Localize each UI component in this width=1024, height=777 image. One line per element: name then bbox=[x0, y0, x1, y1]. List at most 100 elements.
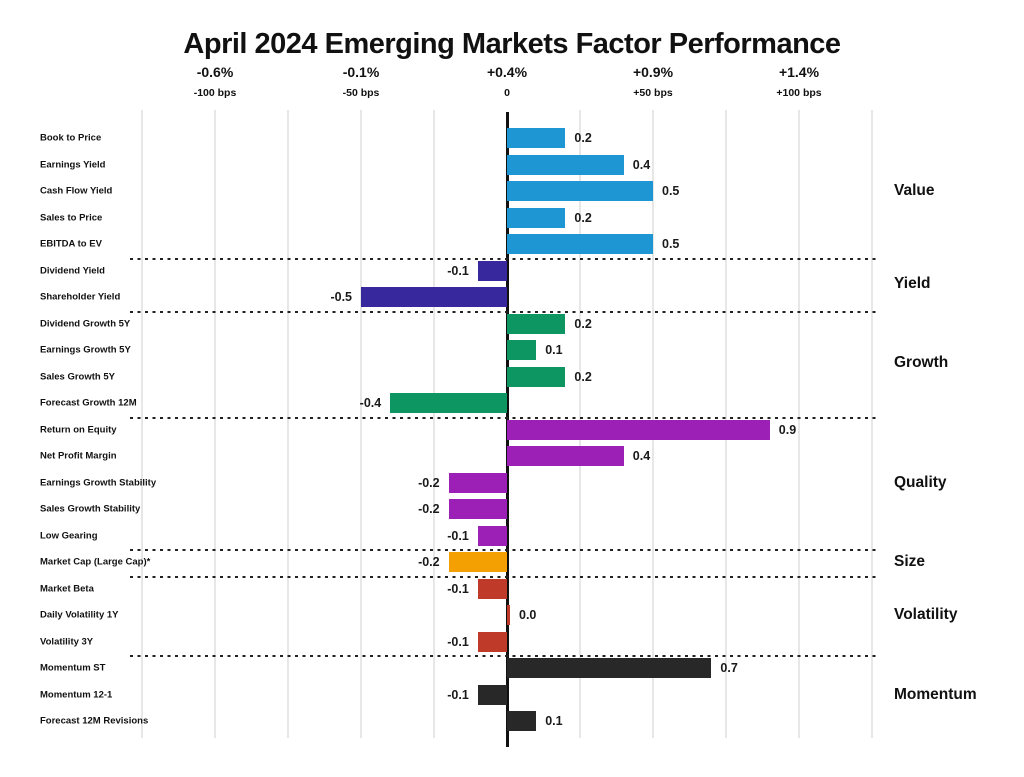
gridline bbox=[871, 110, 873, 738]
axis-tick-bps: -50 bps bbox=[342, 87, 380, 99]
factor-bar bbox=[507, 711, 537, 731]
group-label: Momentum bbox=[894, 685, 977, 703]
factor-value: 0.2 bbox=[574, 316, 592, 331]
axis-tick-bps: -100 bps bbox=[193, 87, 237, 99]
factor-value: 0.5 bbox=[662, 184, 680, 198]
factor-value: 0.5 bbox=[662, 237, 680, 251]
axis-tick-bps: +50 bps bbox=[633, 87, 673, 99]
factor-value: -0.2 bbox=[418, 555, 440, 569]
factor-bar bbox=[390, 393, 507, 413]
factor-label: Daily Volatility 1Y bbox=[40, 609, 119, 621]
factor-label: Earnings Growth Stability bbox=[40, 477, 157, 488]
factor-bar bbox=[507, 446, 624, 466]
factor-label: Earnings Growth 5Y bbox=[40, 344, 131, 356]
axis-tick: +0.4% 0 bbox=[487, 64, 527, 99]
group-label: Quality bbox=[894, 473, 947, 491]
factor-value: 0.0 bbox=[519, 608, 537, 622]
factor-label: Volatility 3Y bbox=[40, 636, 94, 647]
gridline bbox=[214, 110, 216, 738]
group-separator bbox=[130, 575, 878, 578]
factor-bar bbox=[361, 287, 507, 307]
factor-bar bbox=[507, 154, 624, 175]
factor-bar bbox=[477, 525, 507, 546]
group-separator bbox=[130, 549, 878, 551]
factor-label: Net Profit Margin bbox=[40, 450, 117, 462]
factor-label: Momentum 12-1 bbox=[40, 689, 113, 700]
factor-label: Dividend Yield bbox=[40, 265, 105, 276]
factor-label: Return on Equity bbox=[40, 424, 117, 435]
gridline bbox=[287, 110, 289, 738]
factor-value: -0.2 bbox=[418, 502, 440, 516]
chart-title: April 2024 Emerging Markets Factor Perfo… bbox=[183, 28, 841, 60]
factor-label: EBITDA to EV bbox=[40, 238, 102, 250]
factor-bar bbox=[507, 313, 566, 334]
factor-label: Market Beta bbox=[40, 583, 94, 594]
group-separator bbox=[130, 416, 878, 419]
group-label: Value bbox=[894, 182, 935, 199]
group-label: Yield bbox=[894, 274, 931, 292]
factor-bar bbox=[448, 472, 507, 493]
gridline bbox=[141, 110, 143, 738]
factor-bar bbox=[448, 499, 507, 519]
factor-label: Sales Growth Stability bbox=[40, 503, 141, 515]
factor-value: -0.1 bbox=[447, 581, 469, 596]
factor-label: Dividend Growth 5Y bbox=[40, 318, 131, 329]
axis-tick: +0.9% +50 bps bbox=[633, 64, 673, 99]
factor-bar bbox=[507, 419, 770, 440]
factor-label: Cash Flow Yield bbox=[40, 185, 113, 197]
factor-bar bbox=[507, 207, 566, 228]
factor-label: Sales to Price bbox=[40, 212, 103, 223]
factor-bar bbox=[448, 552, 507, 572]
factor-value: 0.2 bbox=[574, 210, 592, 225]
gridline bbox=[798, 110, 800, 738]
factor-label: Forecast Growth 12M bbox=[40, 397, 137, 409]
group-separator bbox=[130, 655, 878, 657]
factor-value: 0.9 bbox=[778, 422, 797, 437]
factor-bar bbox=[477, 684, 507, 705]
gridline bbox=[433, 110, 435, 738]
axis-tick-percent: -0.1% bbox=[342, 64, 380, 80]
factor-bar bbox=[477, 260, 507, 281]
factor-value: 0.2 bbox=[574, 131, 592, 145]
gridline bbox=[360, 110, 362, 738]
group-label: Size bbox=[894, 553, 926, 570]
factor-value: -0.4 bbox=[359, 396, 382, 410]
axis-tick-percent: +0.9% bbox=[632, 64, 674, 80]
axis-tick: -0.1% -50 bps bbox=[343, 64, 380, 99]
axis-tick: -0.6% -100 bps bbox=[194, 64, 237, 99]
factor-label: Market Cap (Large Cap)* bbox=[40, 556, 151, 568]
factor-bar bbox=[507, 128, 566, 148]
factor-value: -0.1 bbox=[447, 634, 469, 649]
factor-bar bbox=[477, 578, 507, 599]
factor-value: 0.4 bbox=[632, 449, 651, 463]
factor-value: 0.7 bbox=[720, 661, 738, 675]
axis-tick-percent: -0.6% bbox=[196, 64, 234, 80]
group-separator bbox=[130, 310, 878, 313]
factor-bar bbox=[507, 181, 653, 201]
group-label: Volatility bbox=[894, 606, 958, 623]
axis-tick: +1.4% +100 bps bbox=[776, 64, 821, 99]
factor-bar bbox=[507, 366, 566, 387]
group-separator bbox=[130, 257, 878, 260]
factor-bar bbox=[507, 605, 510, 625]
factor-label: Momentum ST bbox=[40, 662, 106, 674]
factor-value: -0.1 bbox=[447, 263, 469, 278]
axis-tick-bps: 0 bbox=[504, 87, 510, 99]
factor-value: 0.1 bbox=[545, 343, 563, 357]
factor-label: Forecast 12M Revisions bbox=[40, 715, 149, 727]
factor-value: -0.5 bbox=[330, 290, 352, 304]
factor-bar bbox=[507, 340, 537, 360]
factor-value: 0.1 bbox=[545, 714, 563, 728]
factor-bar bbox=[507, 658, 712, 678]
group-label: Growth bbox=[894, 354, 949, 372]
factor-value: -0.1 bbox=[447, 528, 469, 543]
axis-tick-bps: +100 bps bbox=[776, 87, 822, 99]
factor-bar bbox=[507, 234, 653, 254]
factor-label: Shareholder Yield bbox=[40, 291, 121, 303]
axis-tick-percent: +1.4% bbox=[778, 64, 820, 80]
factor-value: -0.1 bbox=[447, 687, 469, 702]
factor-bar bbox=[477, 631, 507, 652]
factor-label: Book to Price bbox=[40, 132, 102, 144]
factor-value: -0.2 bbox=[418, 475, 440, 490]
